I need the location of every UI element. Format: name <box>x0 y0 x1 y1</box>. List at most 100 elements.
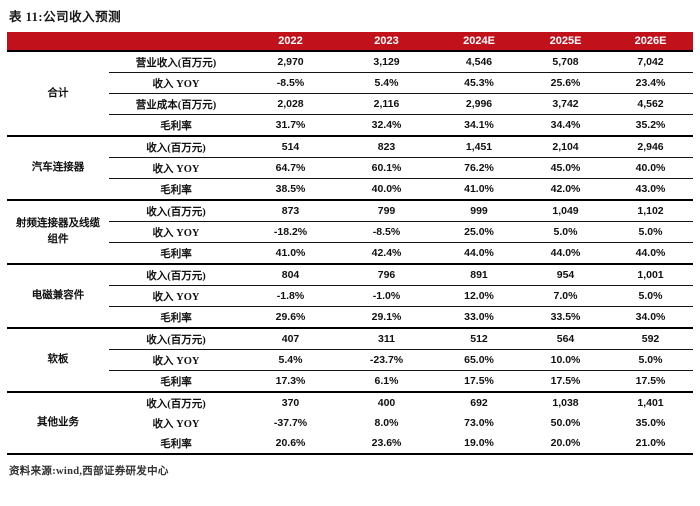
metric-label: 收入(百万元) <box>109 136 243 158</box>
value-cell: 25.0% <box>435 221 523 243</box>
value-cell: 17.5% <box>608 370 693 393</box>
header-spacer-metric <box>109 32 243 52</box>
table-row: 收入 YOY -37.7% 8.0% 73.0% 50.0% 35.0% <box>7 413 693 433</box>
value-cell: 29.1% <box>338 306 435 329</box>
table-row: 其他业务 收入(百万元) 370 400 692 1,038 1,401 <box>7 392 693 455</box>
value-cell: 33.5% <box>523 306 608 329</box>
value-cell: 29.6% <box>243 306 338 329</box>
value-cell: 370 <box>281 397 300 409</box>
value-cell: 42.0% <box>523 178 608 201</box>
value-cell: 999 <box>435 200 523 222</box>
metric-label: 毛利率 <box>109 306 243 329</box>
value-cell: -8.5% <box>243 72 338 94</box>
value-cell: -8.5% <box>338 221 435 243</box>
value-cell: -1.8% <box>243 285 338 307</box>
value-cell: 44.0% <box>608 242 693 265</box>
group-label-5: 其他业务 <box>7 392 109 455</box>
value-cell: 2,104 <box>523 136 608 158</box>
group-label-0: 合计 <box>7 51 109 137</box>
value-cell: 19.0% <box>435 433 523 455</box>
table-row: 合计 营业收入(百万元) 2,970 3,129 4,546 5,708 7,042 <box>7 51 693 137</box>
value-cell: 4,562 <box>608 93 693 115</box>
table-row: 软板 收入(百万元) 407 311 512 564 592 <box>7 328 693 393</box>
value-cell: 5.4% <box>338 72 435 94</box>
value-cell: 20.0% <box>523 433 608 455</box>
value-cell: 44.0% <box>435 242 523 265</box>
source-note: 资料来源:wind,西部证券研发中心 <box>9 466 169 477</box>
value-cell: 514 <box>243 136 338 158</box>
value-cell: 65.0% <box>435 349 523 371</box>
value-cell: 23.4% <box>608 72 693 94</box>
column-header-2023: 2023 <box>338 32 435 52</box>
metric-label: 收入(百万元) <box>109 328 243 350</box>
report-page: 表 11:公司收入预测 2022 2023 2024E 2025E 2026E 合计 营业… <box>7 10 693 477</box>
column-header-2026E: 2026E <box>608 32 693 52</box>
value-cell: 2,028 <box>243 93 338 115</box>
value-cell: 5.0% <box>523 221 608 243</box>
metric-label: 收入(百万元) <box>146 398 206 410</box>
value-cell: 43.0% <box>608 178 693 201</box>
value-cell: 5.4% <box>243 349 338 371</box>
table-row: 射频连接器及线缆组件 收入(百万元) 873 799 999 1,049 1,102 <box>7 200 693 265</box>
value-cell: 34.1% <box>435 114 523 137</box>
value-cell: 34.4% <box>523 114 608 137</box>
value-cell: 5.0% <box>608 221 693 243</box>
value-cell: -23.7% <box>338 349 435 371</box>
table-row: 收入 YOY 5.4% -23.7% 65.0% 10.0% 5.0% <box>7 349 693 371</box>
value-cell: 17.5% <box>435 370 523 393</box>
group-label-2: 射频连接器及线缆组件 <box>7 200 109 265</box>
metric-label: 毛利率 <box>109 242 243 265</box>
table-row: 电磁兼容件 收入(百万元) 804 796 891 954 1,001 <box>7 264 693 329</box>
table-row: 汽车连接器 收入(百万元) 514 823 1,451 2,104 2,946 <box>7 136 693 201</box>
table-row: 毛利率 29.6% 29.1% 33.0% 33.5% 34.0% <box>7 306 693 329</box>
value-cell: 73.0% <box>464 417 494 429</box>
value-cell: 45.3% <box>435 72 523 94</box>
metric-label: 收入 YOY <box>109 349 243 371</box>
value-cell: 564 <box>523 328 608 350</box>
value-cell: 7.0% <box>523 285 608 307</box>
value-cell: 34.0% <box>608 306 693 329</box>
value-cell: 40.0% <box>608 157 693 179</box>
value-cell: 35.2% <box>608 114 693 137</box>
value-cell: 60.1% <box>338 157 435 179</box>
value-cell: 592 <box>608 328 693 350</box>
value-cell: 42.4% <box>338 242 435 265</box>
value-cell: 2,116 <box>338 93 435 115</box>
metric-label: 收入 YOY <box>109 72 243 94</box>
column-header-2024E: 2024E <box>435 32 523 52</box>
value-cell: 41.0% <box>435 178 523 201</box>
table-row: 收入 YOY -18.2% -8.5% 25.0% 5.0% 5.0% <box>7 221 693 243</box>
table-row: 收入 YOY 64.7% 60.1% 76.2% 45.0% 40.0% <box>7 157 693 179</box>
value-cell: 5,708 <box>523 51 608 73</box>
value-cell: 31.7% <box>243 114 338 137</box>
metric-label: 毛利率 <box>109 370 243 393</box>
value-cell: 1,049 <box>523 200 608 222</box>
revenue-forecast-table: 2022 2023 2024E 2025E 2026E 合计 营业收入(百万元) 2,970… <box>7 32 693 455</box>
value-cell: 25.6% <box>523 72 608 94</box>
group-label-3: 电磁兼容件 <box>7 264 109 329</box>
metric-label: 收入 YOY <box>109 157 243 179</box>
value-cell: 23.6% <box>338 433 435 455</box>
value-cell: 6.1% <box>338 370 435 393</box>
value-cell: 32.4% <box>338 114 435 137</box>
value-cell: 3,742 <box>523 93 608 115</box>
value-cell: 1,001 <box>608 264 693 286</box>
value-cell: 407 <box>243 328 338 350</box>
value-cell: -18.2% <box>243 221 338 243</box>
value-cell: 64.7% <box>243 157 338 179</box>
table-row: 毛利率 17.3% 6.1% 17.5% 17.5% 17.5% <box>7 370 693 393</box>
value-cell: 891 <box>435 264 523 286</box>
metric-label: 毛利率 <box>109 433 243 455</box>
value-cell: 512 <box>435 328 523 350</box>
metric-label: 毛利率 <box>109 114 243 137</box>
metric-label: 收入(百万元) <box>109 200 243 222</box>
table-row: 营业成本(百万元) 2,028 2,116 2,996 3,742 4,562 <box>7 93 693 115</box>
value-cell: 38.5% <box>243 178 338 201</box>
table-header-row: 2022 2023 2024E 2025E 2026E <box>7 32 693 52</box>
metric-label: 毛利率 <box>109 178 243 201</box>
table-row: 毛利率 31.7% 32.4% 34.1% 34.4% 35.2% <box>7 114 693 137</box>
metric-label: 收入 YOY <box>109 221 243 243</box>
metric-label: 收入(百万元) <box>109 264 243 286</box>
value-cell: 799 <box>338 200 435 222</box>
value-cell: 2,946 <box>608 136 693 158</box>
